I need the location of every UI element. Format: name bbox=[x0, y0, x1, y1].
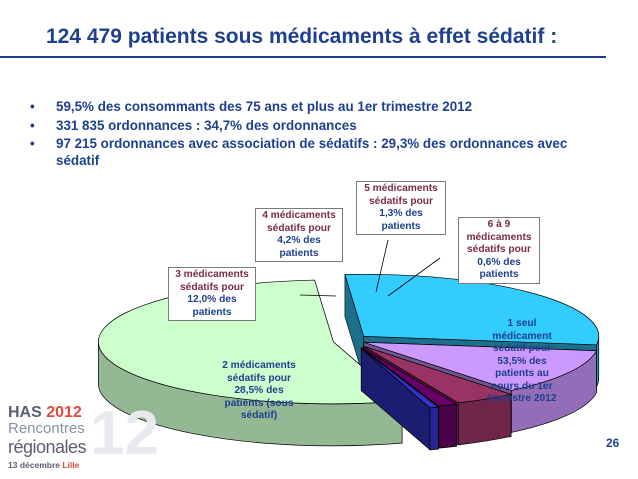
bullet-text: 97 215 ordonnances avec association de s… bbox=[56, 136, 568, 168]
pie-slice bbox=[360, 347, 440, 451]
label-line: sédatifs pour bbox=[180, 281, 244, 293]
bullet-dot: • bbox=[30, 99, 35, 114]
label-slice-5: 5 médicaments sédatifs pour 1,3% des pat… bbox=[356, 181, 446, 235]
bullet-item: • 59,5% des consommants des 75 ans et plu… bbox=[30, 99, 590, 116]
label-line: 2 médicaments bbox=[222, 360, 296, 371]
bullet-item: • 331 835 ordonnances : 34,7% des ordonna… bbox=[30, 118, 590, 135]
label-line: 53,5% des bbox=[497, 355, 547, 367]
label-slice-1: 1 seul médicament sédatif pour 53,5% des… bbox=[474, 318, 570, 406]
label-line: patients (sous bbox=[224, 397, 294, 409]
bullet-item: • 97 215 ordonnances avec association de … bbox=[30, 136, 590, 169]
logo-watermark: 12 bbox=[90, 399, 159, 468]
label-line: 12,0% des bbox=[187, 294, 237, 305]
label-line: patients bbox=[279, 247, 319, 259]
label-slice-2: 2 médicaments sédatifs pour 28,5% des pa… bbox=[210, 360, 308, 423]
label-line: 4,2% des bbox=[277, 235, 321, 246]
logo-line1: Rencontres bbox=[8, 420, 85, 437]
label-line: cours du 1er bbox=[491, 380, 553, 392]
leader-line bbox=[299, 294, 337, 297]
label-line: sédatif pour bbox=[492, 343, 552, 354]
leader-line bbox=[387, 257, 441, 297]
label-line: médicaments bbox=[466, 231, 532, 243]
label-line: trimestre 2012 bbox=[487, 393, 557, 404]
logo-city: Lille bbox=[62, 460, 80, 470]
label-line: sédatifs pour bbox=[227, 372, 291, 384]
label-line: 5 médicaments bbox=[364, 183, 438, 194]
label-line: sédatifs pour bbox=[267, 222, 331, 234]
label-line: patients au bbox=[495, 368, 549, 379]
bullet-list: • 59,5% des consommants des 75 ans et plu… bbox=[30, 99, 590, 171]
bullet-dot: • bbox=[30, 136, 35, 151]
label-line: sédatifs pour bbox=[369, 195, 433, 207]
logo-brand-text: HAS bbox=[8, 404, 42, 421]
label-line: 6 à 9 bbox=[487, 219, 511, 230]
label-line: 3 médicaments bbox=[175, 269, 249, 280]
logo-date-text: 13 décembre bbox=[8, 460, 60, 470]
label-line: patients bbox=[192, 306, 232, 318]
logo-line2: régionales bbox=[8, 437, 87, 457]
label-line: 1,3% des bbox=[379, 208, 423, 219]
label-slice-3: 3 médicaments sédatifs pour 12,0% des pa… bbox=[168, 267, 256, 321]
logo-year: 2012 bbox=[46, 404, 82, 421]
leader-line bbox=[375, 239, 389, 293]
label-line: sédatif) bbox=[240, 410, 278, 421]
bullet-text: 59,5% des consommants des 75 ans et plus… bbox=[56, 99, 473, 114]
label-slice-6: 6 à 9 médicaments sédatifs pour 0,6% des… bbox=[458, 217, 540, 284]
bullet-text: 331 835 ordonnances : 34,7% des ordonnan… bbox=[56, 117, 357, 133]
label-line: 0,6% des bbox=[477, 256, 521, 268]
label-line: 1 seul bbox=[507, 318, 537, 329]
label-line: patients bbox=[381, 220, 421, 232]
logo-date: 13 décembre Lille bbox=[8, 460, 79, 470]
label-line: médicament bbox=[492, 330, 552, 342]
title-rule bbox=[0, 6, 606, 58]
bullet-dot: • bbox=[30, 117, 35, 133]
logo-brand: HAS 2012 bbox=[8, 404, 82, 422]
label-line: patients bbox=[479, 269, 519, 280]
slide-title: 124 479 patients sous médicaments à effe… bbox=[46, 25, 558, 48]
label-line: 28,5% des bbox=[234, 385, 284, 396]
page-number: 26 bbox=[606, 436, 620, 450]
event-logo: 12 HAS 2012 Rencontres régionales 13 déc… bbox=[8, 399, 159, 476]
label-line: 4 médicaments bbox=[262, 210, 336, 221]
label-slice-4: 4 médicaments sédatifs pour 4,2% des pat… bbox=[255, 208, 343, 262]
label-line: sédatifs pour bbox=[467, 244, 531, 255]
